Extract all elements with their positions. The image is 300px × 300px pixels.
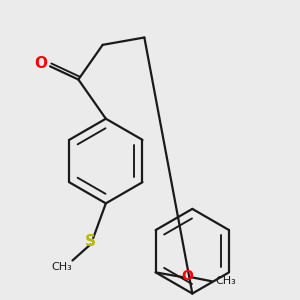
Text: O: O xyxy=(182,269,194,283)
Text: O: O xyxy=(34,56,47,71)
Text: CH₃: CH₃ xyxy=(51,262,72,272)
Text: S: S xyxy=(85,234,96,249)
Text: CH₃: CH₃ xyxy=(215,276,236,286)
